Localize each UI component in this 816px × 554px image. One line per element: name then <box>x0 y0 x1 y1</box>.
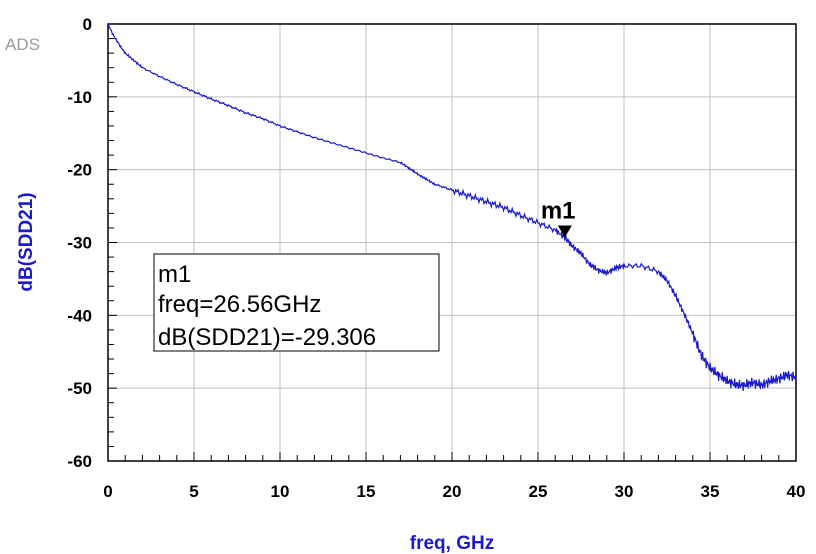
y-tick-label: 0 <box>83 15 92 34</box>
readout-line-1: m1 <box>158 261 191 288</box>
x-tick-label: 40 <box>787 482 806 501</box>
x-tick-label: 35 <box>701 482 720 501</box>
y-axis-title: dB(SDD21) <box>16 192 37 291</box>
marker-triangle-icon[interactable] <box>557 225 572 238</box>
plot-area <box>107 23 797 462</box>
x-axis-title: freq, GHz <box>410 533 494 554</box>
marker-readout: m1 freq=26.56GHz dB(SDD21)=-29.306 <box>153 253 440 352</box>
ads-watermark: ADS <box>5 35 40 54</box>
marker-name: m1 <box>541 197 576 224</box>
x-tick-label: 25 <box>529 482 548 501</box>
x-tick-label: 20 <box>443 482 462 501</box>
y-tick-label: -40 <box>67 306 92 325</box>
grid <box>107 23 797 462</box>
readout-line-3: dB(SDD21)=-29.306 <box>158 324 376 351</box>
x-tick-label: 10 <box>271 482 290 501</box>
x-tick-label: 15 <box>357 482 376 501</box>
tick-labels: 0 5 10 15 20 25 30 35 40 0 -10 -20 -30 -40 -50 -60 <box>67 15 805 501</box>
y-tick-label: -20 <box>67 161 92 180</box>
x-tick-label: 5 <box>189 482 198 501</box>
y-tick-label: -50 <box>67 379 92 398</box>
marker-m1[interactable]: m1 <box>541 197 576 238</box>
series-line <box>107 22 797 391</box>
x-tick-label: 30 <box>615 482 634 501</box>
readout-line-2: freq=26.56GHz <box>158 291 321 318</box>
y-tick-label: -60 <box>67 452 92 471</box>
x-tick-label: 0 <box>103 482 112 501</box>
readout-border <box>153 253 440 352</box>
y-tick-label: -10 <box>67 88 92 107</box>
y-tick-label: -30 <box>67 234 92 253</box>
